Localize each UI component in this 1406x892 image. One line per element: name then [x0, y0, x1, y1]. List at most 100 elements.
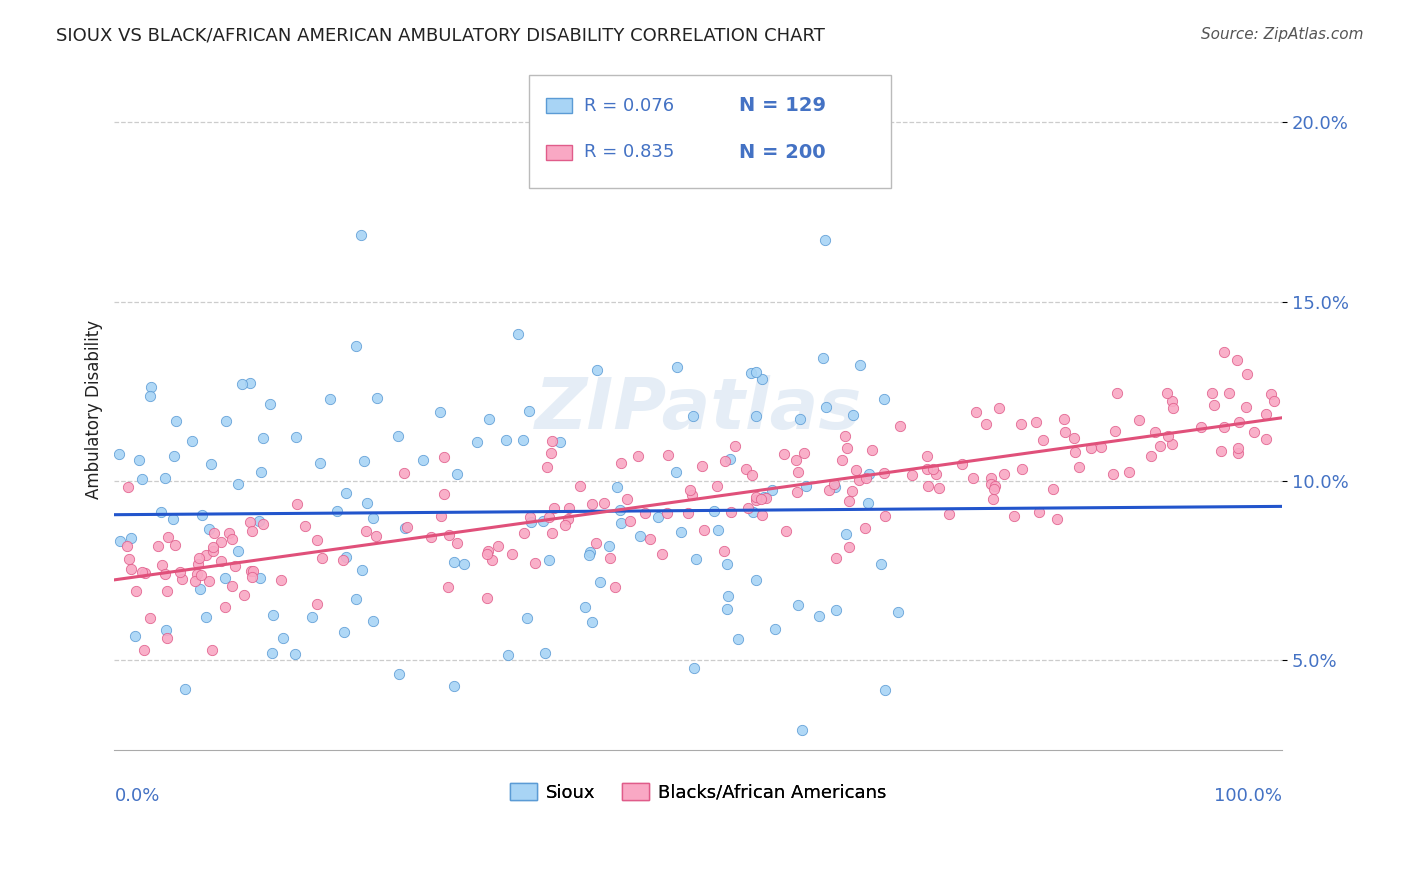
Point [752, 490, 775, 504]
Point [356, 524, 378, 538]
Point [741, 506, 763, 520]
Point [120, 562, 142, 576]
Point [226, 477, 249, 491]
Point [524, 556, 547, 570]
Point [531, 515, 554, 529]
Point [162, 512, 184, 526]
Point [682, 409, 704, 424]
Point [980, 471, 1002, 485]
Point [262, 646, 284, 660]
Point [139, 610, 162, 624]
Point [589, 574, 612, 589]
Point [465, 435, 488, 450]
Point [889, 419, 911, 434]
Point [1212, 420, 1234, 434]
Point [707, 523, 730, 537]
Point [202, 540, 225, 554]
Point [520, 515, 543, 529]
Point [387, 429, 409, 443]
Point [745, 492, 768, 507]
Point [928, 481, 950, 495]
Point [734, 462, 756, 476]
Text: ZIPatlas: ZIPatlas [534, 375, 862, 443]
Point [395, 520, 418, 534]
Point [599, 550, 621, 565]
Point [915, 449, 938, 463]
Legend: Sioux, Blacks/African Americans: Sioux, Blacks/African Americans [502, 776, 894, 809]
Point [1209, 444, 1232, 458]
Point [568, 479, 591, 493]
Point [475, 591, 498, 606]
Point [593, 496, 616, 510]
Point [598, 539, 620, 553]
Point [763, 623, 786, 637]
Point [162, 449, 184, 463]
Point [294, 518, 316, 533]
Point [1236, 367, 1258, 381]
Point [855, 470, 877, 484]
Point [678, 506, 700, 520]
Point [252, 431, 274, 445]
Point [437, 581, 460, 595]
Point [574, 599, 596, 614]
Point [231, 377, 253, 392]
Point [477, 543, 499, 558]
Point [430, 508, 453, 523]
Point [685, 552, 707, 566]
Point [319, 392, 342, 406]
Point [224, 559, 246, 574]
Point [124, 629, 146, 643]
Point [751, 508, 773, 523]
Point [1227, 415, 1250, 429]
Point [540, 525, 562, 540]
Text: 0.0%: 0.0% [114, 788, 160, 805]
Point [548, 435, 571, 450]
Point [787, 465, 810, 479]
Point [401, 805, 423, 819]
Text: R = 0.076: R = 0.076 [583, 97, 673, 115]
Point [814, 233, 837, 247]
Point [647, 510, 669, 524]
Point [513, 526, 536, 541]
Point [366, 391, 388, 405]
Point [786, 599, 808, 613]
Point [823, 476, 845, 491]
Point [333, 624, 356, 639]
Point [209, 554, 232, 568]
Point [838, 540, 860, 554]
Point [745, 409, 768, 423]
Point [1140, 450, 1163, 464]
Point [1054, 425, 1077, 439]
Text: 100.0%: 100.0% [1215, 788, 1282, 805]
Point [446, 467, 468, 481]
Point [350, 228, 373, 243]
Point [1105, 386, 1128, 401]
Point [950, 458, 973, 472]
Point [887, 606, 910, 620]
Point [335, 549, 357, 564]
Point [1263, 394, 1285, 409]
Point [250, 465, 273, 479]
Point [651, 547, 673, 561]
Point [516, 611, 538, 625]
Text: SIOUX VS BLACK/AFRICAN AMERICAN AMBULATORY DISABILITY CORRELATION CHART: SIOUX VS BLACK/AFRICAN AMERICAN AMBULATO… [56, 27, 825, 45]
Point [825, 551, 848, 566]
Point [751, 372, 773, 386]
Point [195, 549, 218, 563]
Point [326, 503, 349, 517]
Point [870, 557, 893, 571]
Point [361, 511, 384, 525]
Point [657, 506, 679, 520]
Point [983, 483, 1005, 497]
Point [796, 478, 818, 492]
Point [285, 497, 308, 511]
Point [202, 525, 225, 540]
Point [915, 461, 938, 475]
Point [247, 514, 270, 528]
Point [412, 453, 434, 467]
Point [188, 582, 211, 596]
Point [755, 491, 778, 506]
Point [270, 573, 292, 587]
Point [873, 683, 896, 698]
Point [841, 408, 863, 422]
